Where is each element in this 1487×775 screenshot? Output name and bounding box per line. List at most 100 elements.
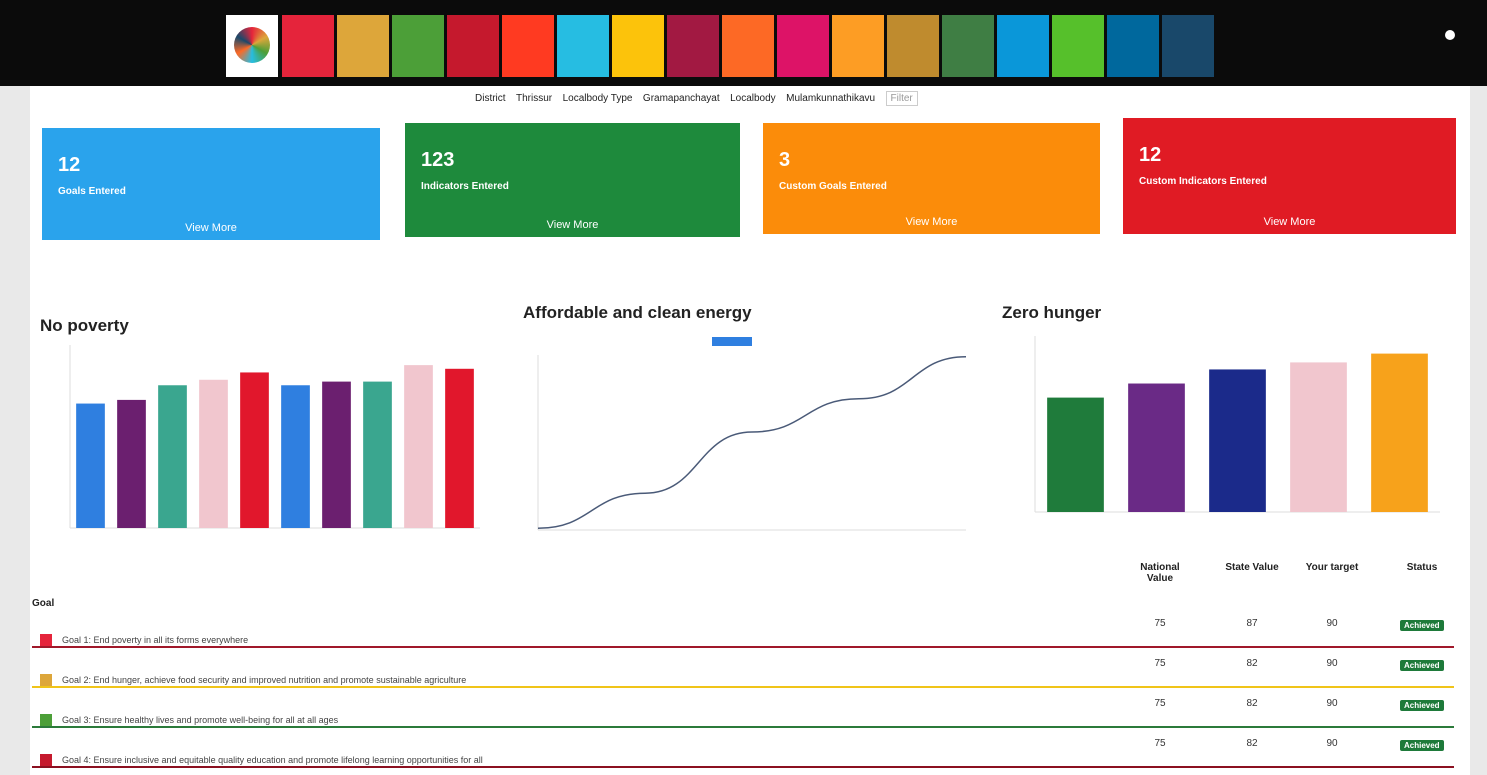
stat-card: 12 Goals Entered View More: [42, 128, 380, 240]
goal-text: Goal 1: End poverty in all its forms eve…: [62, 635, 249, 645]
table-cell: 82: [1246, 698, 1258, 709]
stat-card: 123 Indicators Entered View More: [405, 123, 740, 237]
table-cell: 75: [1154, 658, 1166, 669]
stat-value: 12: [1139, 144, 1162, 166]
row-divider: [32, 686, 1454, 688]
filter-select[interactable]: Thrissur: [516, 93, 553, 104]
sdg-icon[interactable]: [337, 15, 389, 77]
filter-label: Localbody: [730, 93, 776, 104]
view-more-link[interactable]: View More: [1263, 216, 1316, 228]
bar: [117, 399, 146, 528]
status-cell: Achieved: [1400, 615, 1444, 633]
view-more-link[interactable]: View More: [546, 219, 599, 231]
filter-label: District: [475, 93, 506, 104]
sdg-icon[interactable]: [832, 15, 884, 77]
bar: [1128, 383, 1185, 512]
table-header: Status: [1406, 562, 1438, 573]
bar: [158, 385, 187, 528]
stat-value: 3: [779, 149, 791, 171]
sdg-icon[interactable]: [502, 15, 554, 77]
status-badge: Achieved: [1400, 660, 1444, 671]
table-cell: 82: [1246, 658, 1258, 669]
sdg-icon[interactable]: [226, 15, 278, 77]
settings-icon[interactable]: [1445, 30, 1455, 40]
status-cell: Achieved: [1400, 655, 1444, 673]
chart: [69, 345, 480, 529]
table-cell: 90: [1326, 658, 1338, 669]
table-cell: 75: [1154, 698, 1166, 709]
top-nav: [0, 0, 1487, 86]
stat-card: 3 Custom Goals Entered View More: [763, 123, 1100, 234]
table-header: Goal: [32, 598, 55, 609]
bar: [76, 403, 105, 528]
goal-text: Goal 4: Ensure inclusive and equitable q…: [62, 755, 483, 765]
stat-card: 12 Custom Indicators Entered View More: [1123, 118, 1456, 234]
sdg-icon[interactable]: [612, 15, 664, 77]
sdg-icon[interactable]: [777, 15, 829, 77]
sdg-icon[interactable]: [392, 15, 444, 77]
goal-icon: [40, 674, 52, 686]
table-cell: 90: [1326, 618, 1338, 629]
bar: [445, 368, 474, 528]
line: [537, 356, 967, 529]
filter-bar: District Thrissur Localbody Type Gramapa…: [475, 88, 924, 106]
sdg-icon[interactable]: [447, 15, 499, 77]
bar: [1209, 369, 1266, 512]
chart-title: No poverty: [40, 316, 129, 335]
table-cell: 87: [1246, 618, 1258, 629]
table-cell: 90: [1326, 698, 1338, 709]
chart-title: Affordable and clean energy: [523, 303, 752, 322]
sdg-icon[interactable]: [997, 15, 1049, 77]
bar: [1047, 397, 1104, 512]
sdg-icon[interactable]: [1052, 15, 1104, 77]
status-badge: Achieved: [1400, 740, 1444, 751]
bar: [404, 365, 433, 528]
goal-icon: [40, 754, 52, 766]
bar: [363, 381, 392, 528]
filter-select[interactable]: Mulamkunnathikavu: [786, 93, 876, 104]
stat-label: Custom Indicators Entered: [1139, 176, 1267, 187]
chart: [537, 337, 967, 531]
chart-title: Zero hunger: [1002, 303, 1102, 322]
filter-select[interactable]: Gramapanchayat: [642, 93, 720, 104]
goal-text: Goal 3: Ensure healthy lives and promote…: [62, 715, 339, 725]
goal-icon: [40, 634, 52, 646]
sdg-icon[interactable]: [282, 15, 334, 77]
goal-text: Goal 2: End hunger, achieve food securit…: [62, 675, 467, 685]
goal-icon: [40, 714, 52, 726]
bar: [1290, 362, 1347, 512]
filter-button[interactable]: Filter: [885, 91, 918, 106]
table-cell: 82: [1246, 738, 1258, 749]
bar: [1371, 353, 1428, 512]
chart: [1034, 336, 1440, 513]
table-header: Your target: [1305, 562, 1359, 573]
bar: [240, 372, 269, 528]
stat-value: 12: [58, 154, 81, 176]
bar: [281, 385, 310, 528]
row-divider: [32, 646, 1454, 648]
sdg-icon[interactable]: [1107, 15, 1159, 77]
stat-value: 123: [421, 149, 455, 171]
table-header: State Value: [1225, 562, 1279, 573]
table-cell: 90: [1326, 738, 1338, 749]
stat-label: Custom Goals Entered: [779, 181, 887, 192]
row-divider: [32, 766, 1454, 768]
sdg-icon[interactable]: [722, 15, 774, 77]
sdg-icon[interactable]: [887, 15, 939, 77]
table-cell: 75: [1154, 618, 1166, 629]
table-cell: 75: [1154, 738, 1166, 749]
status-cell: Achieved: [1400, 735, 1444, 753]
stat-label: Goals Entered: [58, 186, 126, 197]
sdg-icon[interactable]: [557, 15, 609, 77]
sdg-icon[interactable]: [1162, 15, 1214, 77]
row-divider: [32, 726, 1454, 728]
sdg-icon[interactable]: [942, 15, 994, 77]
stat-label: Indicators Entered: [421, 181, 509, 192]
sdg-icon[interactable]: [667, 15, 719, 77]
view-more-link[interactable]: View More: [185, 222, 237, 234]
bar: [199, 379, 228, 528]
table-header: National Value: [1140, 562, 1180, 584]
view-more-link[interactable]: View More: [905, 216, 958, 228]
status-cell: Achieved: [1400, 695, 1444, 713]
